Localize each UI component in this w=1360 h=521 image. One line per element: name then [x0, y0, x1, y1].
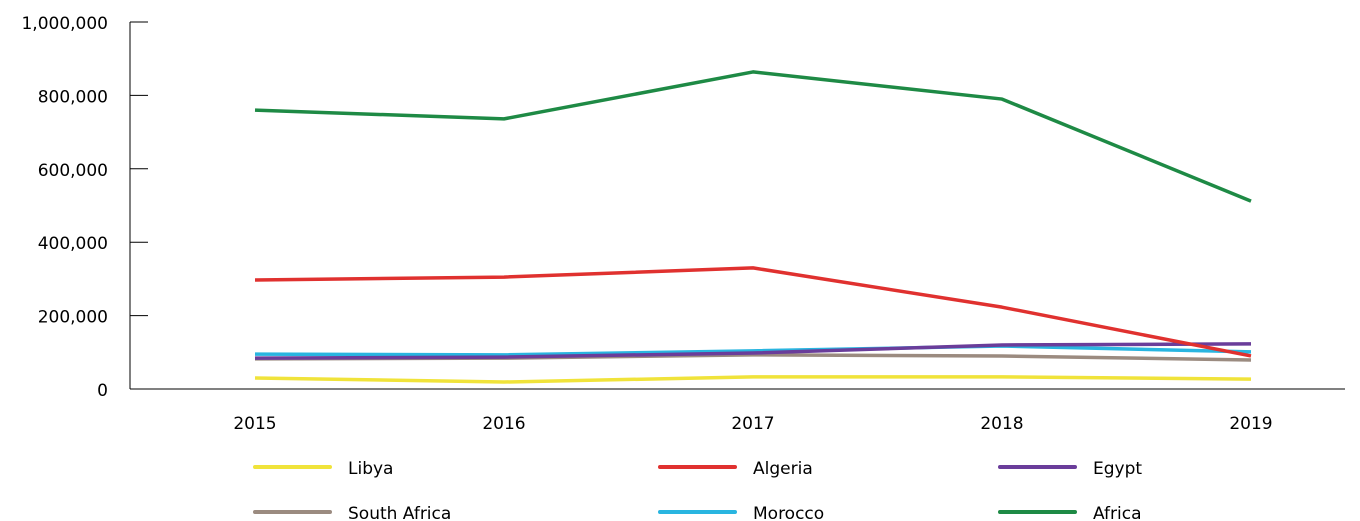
series-line	[254, 342, 1252, 360]
series-line	[254, 375, 1252, 384]
legend-label: Libya	[348, 459, 393, 479]
y-tick-label: 400,000	[38, 234, 108, 254]
y-tick-label: 1,000,000	[21, 14, 108, 34]
x-tick-label: 2016	[482, 414, 525, 434]
y-tick-label: 200,000	[38, 308, 108, 328]
y-tick-label: 800,000	[38, 87, 108, 107]
x-tick-label: 2018	[980, 414, 1023, 434]
legend-label: South Africa	[348, 504, 451, 521]
x-tick-label: 2019	[1229, 414, 1272, 434]
legend-label: Morocco	[753, 504, 824, 521]
legend-label: Algeria	[753, 459, 813, 479]
series-line	[254, 344, 1252, 357]
y-tick-label: 0	[97, 381, 108, 401]
series-line	[254, 266, 1252, 358]
legend-label: Africa	[1093, 504, 1142, 521]
legend-label: Egypt	[1093, 459, 1142, 479]
x-tick-label: 2015	[233, 414, 276, 434]
y-tick-label: 600,000	[38, 161, 108, 181]
x-tick-label: 2017	[731, 414, 774, 434]
series-line	[254, 70, 1252, 203]
